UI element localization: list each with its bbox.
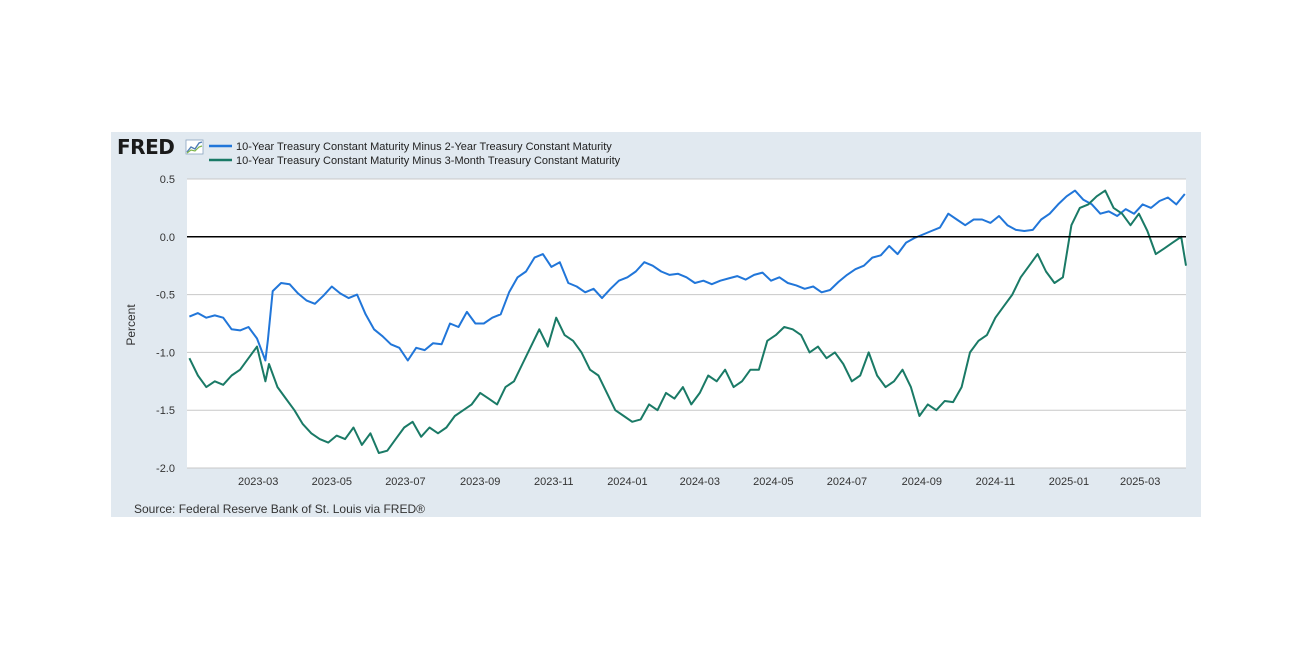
- chart: FRED 10-Year Treasury Constant Maturity …: [117, 135, 1187, 516]
- series-line-t10y2y: [189, 189, 1186, 362]
- plot-area: [187, 179, 1186, 468]
- x-tick-label: 2024-09: [902, 476, 942, 488]
- series-line-t10y3m: [188, 189, 1187, 454]
- x-tick-label: 2025-03: [1120, 476, 1160, 488]
- y-tick-label: -1.0: [156, 347, 175, 359]
- x-tick-label: 2024-05: [753, 476, 793, 488]
- x-axis-ticks: 2023-03 2023-05 2023-07 2023-09 2023-11 2024-…: [238, 476, 1160, 488]
- x-tick-label: 2023-07: [385, 476, 425, 488]
- x-tick-label: 2024-01: [607, 476, 647, 488]
- fred-logo-graph-icon: [185, 139, 204, 155]
- y-axis-ticks: 0.5 0.0 -0.5 -1.0 -1.5 -2.0: [156, 174, 175, 475]
- x-tick-label: 2023-11: [534, 476, 574, 488]
- legend: 10-Year Treasury Constant Maturity Minus…: [209, 141, 621, 167]
- y-tick-label: -1.5: [156, 405, 175, 417]
- series-layer: [188, 189, 1187, 454]
- x-tick-label: 2024-07: [827, 476, 867, 488]
- y-tick-label: -2.0: [156, 463, 175, 475]
- y-axis-label: Percent: [124, 304, 138, 346]
- y-tick-label: 0.5: [160, 174, 175, 186]
- x-tick-label: 2025-01: [1049, 476, 1089, 488]
- x-tick-label: 2024-03: [680, 476, 720, 488]
- fred-logo-text: FRED: [117, 135, 174, 159]
- x-tick-label: 2023-05: [312, 476, 352, 488]
- y-tick-label: 0.0: [160, 232, 175, 244]
- fred-logo[interactable]: FRED: [117, 135, 204, 159]
- chart-panel: FRED 10-Year Treasury Constant Maturity …: [111, 132, 1201, 517]
- source-note: Source: Federal Reserve Bank of St. Loui…: [134, 502, 425, 516]
- x-tick-label: 2024-11: [976, 476, 1016, 488]
- x-tick-label: 2023-03: [238, 476, 278, 488]
- x-tick-label: 2023-09: [460, 476, 500, 488]
- y-tick-label: -0.5: [156, 290, 175, 302]
- legend-label-t10y3m: 10-Year Treasury Constant Maturity Minus…: [236, 155, 621, 167]
- legend-label-t10y2y: 10-Year Treasury Constant Maturity Minus…: [236, 141, 612, 153]
